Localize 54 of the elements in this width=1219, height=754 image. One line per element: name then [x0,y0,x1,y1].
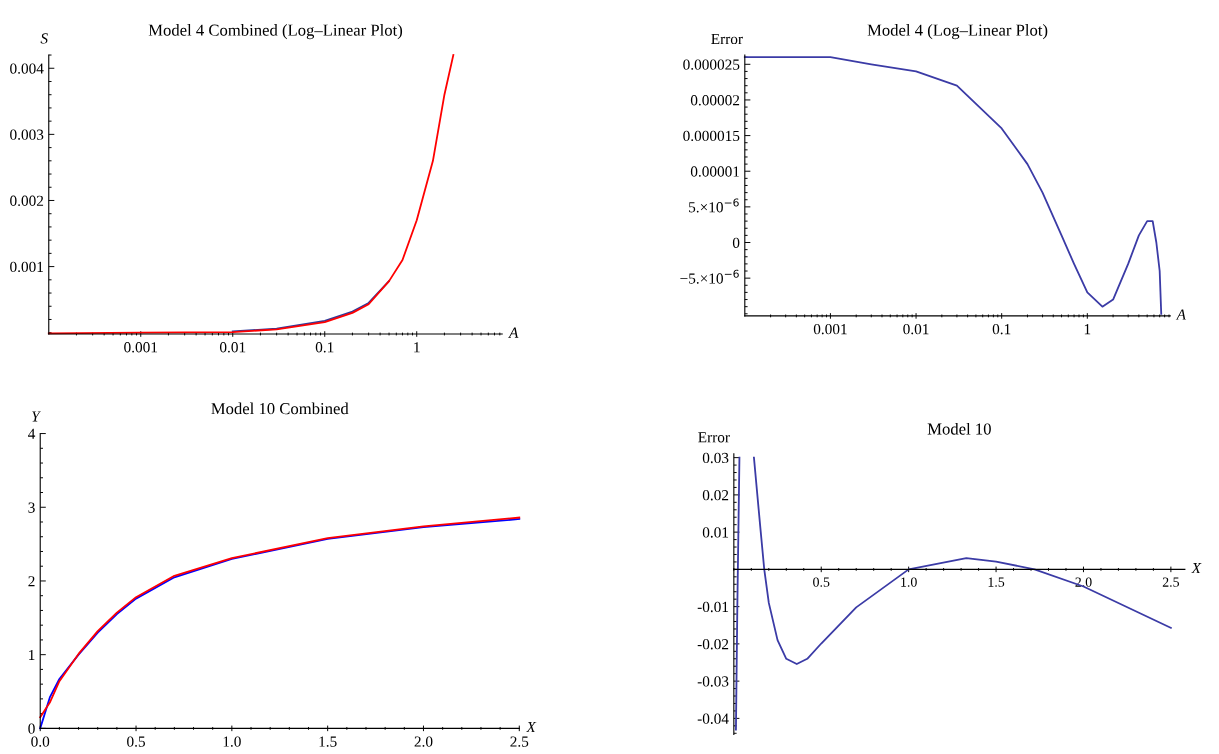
x-tick-label: 0.5 [127,736,145,747]
x-tick-label: 2.5 [1162,577,1180,587]
y-tick-label: 0.000015 [683,130,740,142]
y-tick-label: -0.02 [697,639,729,650]
chart-title: Model 4 (Log–Linear Plot) [867,24,1048,40]
x-tick-label: 0.5 [813,577,830,587]
y-tick-label: 4 [28,428,36,439]
y-tick-label: 5.×10$^{−6}$ [689,198,739,213]
y-tick-label: 0.03 [702,452,729,464]
x-tick-label: 2.0 [1075,577,1092,587]
y-tick-label: −5.×10$^{−6}$ [680,269,739,284]
y-tick-label: -0.01 [697,601,729,613]
y-tick-label: 0 [28,723,35,734]
y-tick-label: 0.002 [10,195,44,206]
y-tick-label: 0.00002 [690,95,740,106]
y-tick-label: 0.01 [702,527,729,538]
x-tick-label: 0.001 [813,324,847,335]
x-tick-label: 0.001 [124,342,158,353]
x-axis-title: X [1191,563,1202,574]
y-tick-label: 0.003 [10,129,44,140]
x-tick-label: 0.01 [219,342,246,353]
y-tick-label: 0.02 [702,490,729,501]
y-tick-label: -0.04 [697,713,729,724]
x-tick-label: 1.0 [901,577,917,587]
x-tick-label: 1.0 [223,736,241,747]
x-tick-label: 0.1 [315,342,334,353]
x-tick-label: 1 [1084,324,1091,335]
y-tick-label: 0.004 [10,63,44,74]
y-tick-label: 0.000025 [683,59,740,70]
y-tick-label: 3 [28,502,35,513]
y-axis-title: S [40,33,48,44]
y-tick-label: 1 [29,649,35,660]
chart-title: Model 4 Combined (Log–Linear Plot) [148,24,403,40]
x-tick-label: 2.0 [414,736,433,747]
x-tick-label: 1.5 [988,577,1005,587]
x-tick-label: 0.0 [31,736,50,747]
y-axis-title: Error [711,33,743,45]
x-tick-label: 1.5 [319,736,337,747]
y-axis-title: Y [32,411,42,422]
y-axis-title: Error [698,432,730,443]
y-tick-label: 0.00001 [690,166,740,177]
x-tick-label: 0.1 [992,324,1011,335]
y-tick-label: 0 [732,237,740,248]
x-axis-title: X [525,722,537,733]
y-tick-label: -0.03 [697,676,729,687]
chart-title: Model 10 Combined [211,402,349,415]
x-axis-title: A [1175,309,1187,320]
y-tick-label: 2 [28,576,35,587]
x-tick-label: 1 [414,342,420,353]
x-tick-label: 2.5 [510,736,529,747]
chart-title: Model 10 [927,422,991,435]
x-tick-label: 0.01 [903,324,929,335]
x-axis-title: A [508,327,519,338]
y-tick-label: 0.001 [10,261,43,273]
